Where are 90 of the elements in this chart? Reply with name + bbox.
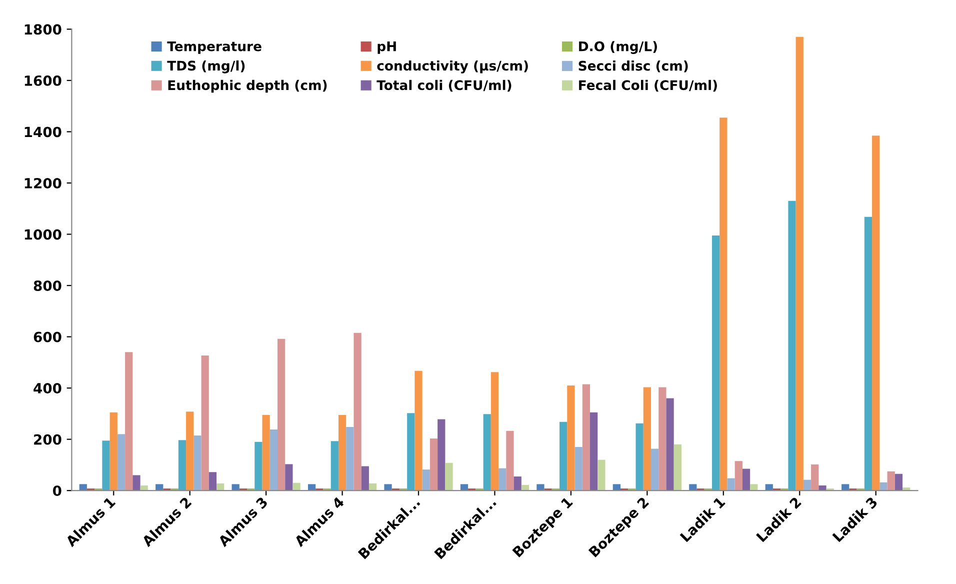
- bar: [262, 414, 270, 491]
- legend-label: Temperature: [167, 41, 262, 54]
- bar: [658, 387, 666, 491]
- bar: [498, 468, 506, 491]
- legend-label: Euthophic depth (cm): [168, 80, 327, 93]
- bar: [788, 200, 796, 491]
- bar: [643, 387, 651, 491]
- y-tick-label: 600: [34, 332, 62, 342]
- bar: [567, 385, 575, 491]
- legend-label: conductivity (µs/cm): [377, 60, 528, 74]
- bar: [422, 470, 430, 491]
- bar: [880, 482, 888, 491]
- bar: [636, 423, 644, 491]
- bar: [430, 438, 438, 491]
- bar: [842, 484, 850, 491]
- bar: [818, 485, 826, 491]
- bar: [292, 482, 300, 491]
- bar: [536, 484, 544, 491]
- bar: [490, 372, 499, 491]
- y-tick-label: 200: [34, 434, 62, 445]
- bar: [384, 484, 392, 491]
- bar: [278, 338, 286, 491]
- y-tick-label: 1200: [24, 178, 62, 188]
- bar: [445, 462, 453, 491]
- bar: [102, 440, 110, 491]
- y-tick-label: 1600: [24, 75, 62, 86]
- bar: [254, 442, 262, 491]
- bar: [650, 448, 659, 491]
- bar: [727, 478, 735, 491]
- bar: [750, 484, 758, 491]
- bar: [483, 414, 491, 491]
- bar: [208, 472, 217, 491]
- bar: [308, 484, 316, 491]
- y-tick-label: 1400: [24, 126, 62, 138]
- y-tick-label: 1800: [24, 24, 62, 35]
- bar: [598, 460, 606, 491]
- bar: [689, 484, 697, 491]
- bar: [407, 413, 415, 491]
- bar: [506, 430, 514, 491]
- bar: [79, 484, 87, 491]
- bar: [872, 136, 880, 491]
- bar: [414, 370, 422, 491]
- legend-label: Total coli (CFU/ml): [376, 80, 512, 92]
- bar: [560, 422, 568, 491]
- bar: [720, 118, 728, 491]
- legend-label: D.O (mg/L): [579, 41, 657, 54]
- bar: [864, 216, 872, 491]
- bar: [574, 446, 582, 491]
- bar: [734, 461, 742, 491]
- bar: [132, 475, 140, 491]
- legend-label: Secci disc (cm): [578, 60, 688, 72]
- bar: [666, 398, 674, 491]
- bar: [887, 471, 895, 491]
- y-tick-label: 400: [34, 383, 62, 394]
- bar: [346, 426, 354, 491]
- bar: [460, 484, 468, 491]
- bar: [178, 440, 186, 491]
- y-tick-label: 1000: [24, 229, 62, 240]
- bar: [194, 435, 202, 491]
- y-tick-label: 0: [52, 486, 62, 496]
- bar: [125, 352, 133, 491]
- bar: [590, 412, 598, 491]
- bar: [361, 466, 369, 491]
- bar: [110, 412, 118, 491]
- bar: [156, 484, 164, 491]
- bar: [894, 474, 903, 491]
- y-tick-label: 800: [34, 280, 62, 291]
- legend-label: Fecal Coli (CFU/ml): [579, 80, 717, 92]
- bar: [438, 419, 446, 491]
- bar: [354, 332, 362, 491]
- bar: [674, 444, 682, 491]
- bar: [338, 414, 346, 491]
- bar: [712, 236, 720, 491]
- bar: [270, 430, 278, 491]
- legend-label: TDS (mg/l): [167, 60, 245, 74]
- bar: [742, 468, 750, 491]
- bar: [186, 412, 194, 491]
- bar: [612, 484, 620, 491]
- bar: [796, 36, 804, 491]
- bar: [117, 434, 126, 491]
- bar: [811, 464, 819, 491]
- bar: [232, 484, 240, 491]
- bar: [285, 464, 293, 491]
- bar: [803, 480, 812, 491]
- bar: [330, 441, 338, 491]
- bar: [514, 476, 522, 491]
- bar: [201, 355, 209, 491]
- legend-label: pH: [378, 41, 396, 54]
- bar: [582, 384, 590, 491]
- bar: [765, 484, 773, 491]
